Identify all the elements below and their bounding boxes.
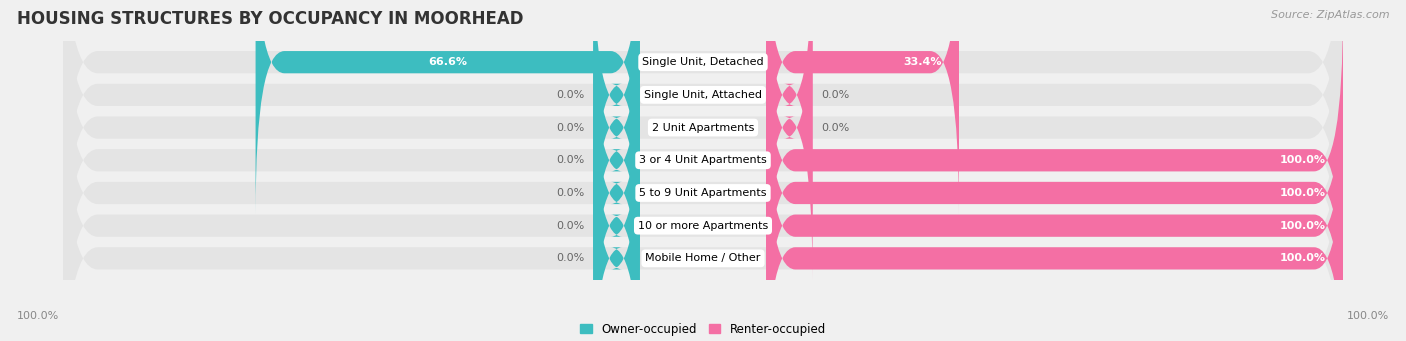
- Text: 0.0%: 0.0%: [821, 122, 849, 133]
- Text: 100.0%: 100.0%: [1279, 221, 1326, 231]
- Text: 0.0%: 0.0%: [557, 188, 585, 198]
- Text: 5 to 9 Unit Apartments: 5 to 9 Unit Apartments: [640, 188, 766, 198]
- FancyBboxPatch shape: [766, 8, 1343, 313]
- Text: 66.6%: 66.6%: [427, 57, 467, 67]
- Text: 2 Unit Apartments: 2 Unit Apartments: [652, 122, 754, 133]
- FancyBboxPatch shape: [256, 0, 640, 214]
- FancyBboxPatch shape: [63, 0, 1343, 313]
- FancyBboxPatch shape: [63, 0, 1343, 247]
- Legend: Owner-occupied, Renter-occupied: Owner-occupied, Renter-occupied: [575, 318, 831, 341]
- FancyBboxPatch shape: [593, 41, 640, 341]
- Text: 0.0%: 0.0%: [821, 90, 849, 100]
- Text: 0.0%: 0.0%: [557, 90, 585, 100]
- Text: Single Unit, Attached: Single Unit, Attached: [644, 90, 762, 100]
- FancyBboxPatch shape: [766, 0, 813, 247]
- Text: 0.0%: 0.0%: [557, 155, 585, 165]
- Text: 100.0%: 100.0%: [1279, 155, 1326, 165]
- Text: Single Unit, Detached: Single Unit, Detached: [643, 57, 763, 67]
- FancyBboxPatch shape: [63, 8, 1343, 341]
- FancyBboxPatch shape: [593, 0, 640, 247]
- FancyBboxPatch shape: [766, 41, 1343, 341]
- Text: 100.0%: 100.0%: [1279, 188, 1326, 198]
- Text: 10 or more Apartments: 10 or more Apartments: [638, 221, 768, 231]
- FancyBboxPatch shape: [593, 8, 640, 313]
- FancyBboxPatch shape: [766, 0, 959, 214]
- Text: 0.0%: 0.0%: [557, 253, 585, 263]
- FancyBboxPatch shape: [63, 41, 1343, 341]
- Text: Source: ZipAtlas.com: Source: ZipAtlas.com: [1271, 10, 1389, 20]
- FancyBboxPatch shape: [593, 73, 640, 341]
- FancyBboxPatch shape: [593, 106, 640, 341]
- Text: 100.0%: 100.0%: [1279, 253, 1326, 263]
- Text: Mobile Home / Other: Mobile Home / Other: [645, 253, 761, 263]
- FancyBboxPatch shape: [766, 73, 1343, 341]
- Text: 3 or 4 Unit Apartments: 3 or 4 Unit Apartments: [640, 155, 766, 165]
- FancyBboxPatch shape: [593, 0, 640, 280]
- Text: 0.0%: 0.0%: [557, 122, 585, 133]
- Text: 33.4%: 33.4%: [903, 57, 942, 67]
- FancyBboxPatch shape: [63, 0, 1343, 280]
- Text: 0.0%: 0.0%: [557, 221, 585, 231]
- FancyBboxPatch shape: [63, 0, 1343, 341]
- Text: 100.0%: 100.0%: [17, 311, 59, 321]
- Text: HOUSING STRUCTURES BY OCCUPANCY IN MOORHEAD: HOUSING STRUCTURES BY OCCUPANCY IN MOORH…: [17, 10, 523, 28]
- FancyBboxPatch shape: [766, 106, 1343, 341]
- FancyBboxPatch shape: [766, 0, 813, 280]
- FancyBboxPatch shape: [63, 73, 1343, 341]
- Text: 100.0%: 100.0%: [1347, 311, 1389, 321]
